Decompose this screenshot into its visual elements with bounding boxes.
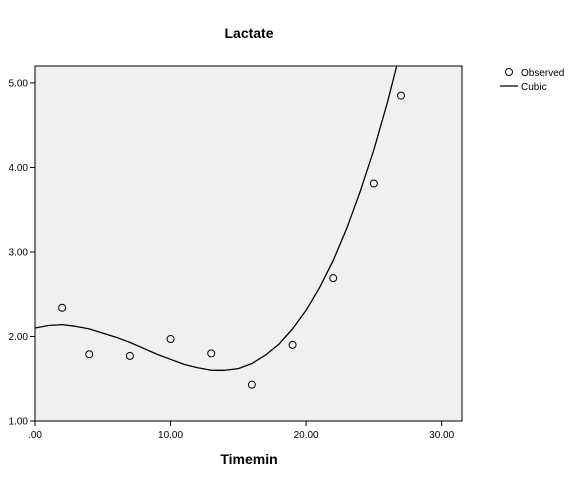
plot-area [34, 65, 463, 422]
x-tick-label: .00 [28, 430, 42, 441]
observed-point [288, 340, 297, 349]
observed-point [58, 303, 67, 312]
y-axis: 1.00 2.00 3.00 4.00 5.00 [9, 78, 35, 428]
observed-point [397, 91, 405, 100]
x-tick-label: 10.00 [158, 430, 183, 441]
x-tick-label: 30.00 [429, 430, 454, 441]
legend-observed-label: Observed [521, 68, 564, 79]
y-tick-label: 5.00 [9, 78, 29, 89]
cubic-fit-line [35, 66, 398, 371]
observed-point [369, 179, 378, 188]
observed-point [247, 380, 256, 389]
x-axis-title: Timemin [220, 451, 277, 467]
chart-title: Lactate [224, 25, 273, 41]
x-tick-label: 20.00 [294, 430, 319, 441]
cubic-fit-line-group [35, 66, 398, 371]
y-tick-label: 2.00 [9, 332, 29, 343]
observed-point [329, 274, 338, 283]
observed-point [166, 335, 175, 344]
observed-point [125, 351, 134, 360]
observed-points-group [58, 91, 405, 389]
legend-item-observed: Observed [505, 68, 564, 79]
x-axis: .00 10.00 20.00 30.00 [28, 421, 455, 441]
y-tick-label: 4.00 [9, 163, 29, 174]
legend-cubic-label: Cubic [521, 82, 547, 93]
y-tick-label: 1.00 [9, 417, 29, 428]
legend-item-cubic: Cubic [500, 82, 547, 93]
observed-point [207, 349, 216, 358]
observed-point [85, 350, 94, 359]
legend-observed-marker [505, 68, 513, 76]
legend: Observed Cubic [500, 68, 564, 93]
y-tick-label: 3.00 [9, 247, 29, 258]
